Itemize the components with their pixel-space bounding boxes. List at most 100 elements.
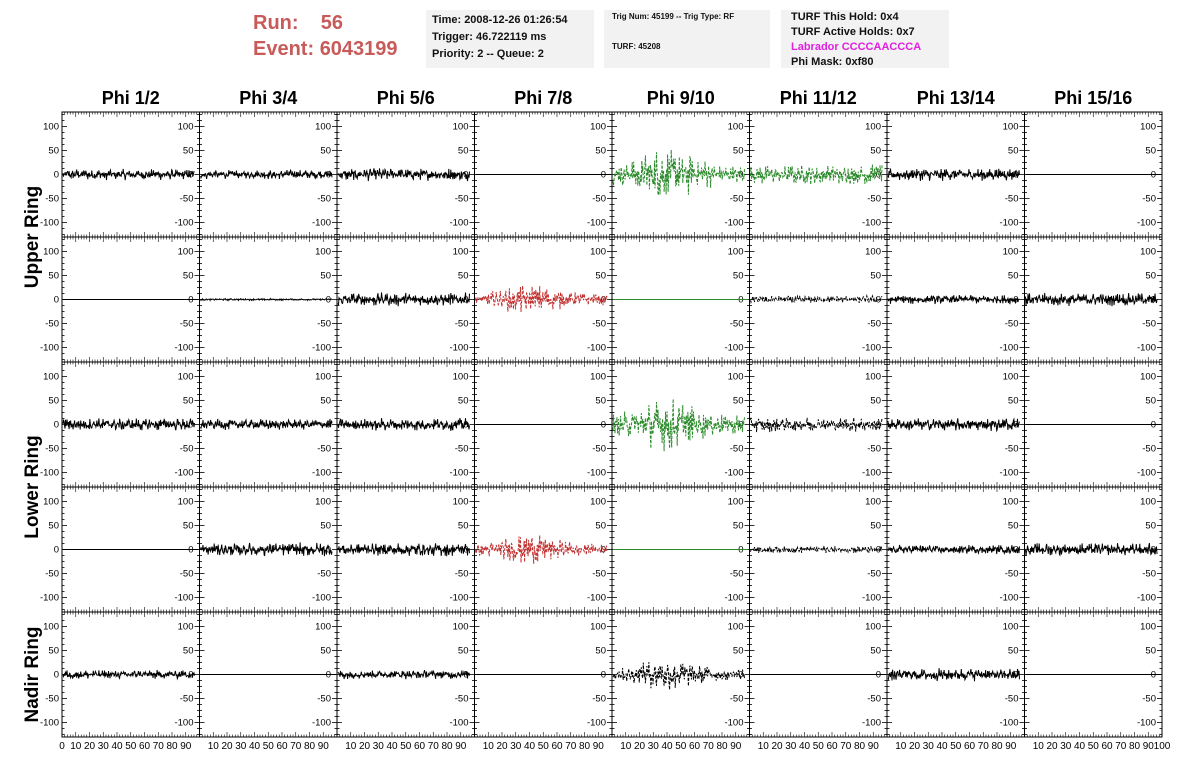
y-tick-label: -100 — [312, 468, 331, 479]
column-title-5: Phi 9/10 — [647, 88, 715, 108]
waveform-r4-c3 — [337, 543, 470, 557]
y-tick-label: 100 — [590, 246, 606, 257]
y-tick-label: 0 — [54, 295, 59, 306]
y-tick-label: 100 — [178, 246, 194, 257]
y-tick-label: 50 — [733, 270, 744, 281]
y-tick-label: 50 — [595, 270, 606, 281]
turf-id: TURF: 45208 — [612, 42, 661, 51]
y-tick-label: 50 — [595, 520, 606, 531]
y-tick-label: 100 — [178, 496, 194, 507]
waveform-r4-c2 — [200, 542, 333, 557]
run-row: Run: 56 — [253, 10, 398, 36]
run-label: Run: — [253, 12, 299, 34]
y-tick-label: 50 — [1145, 520, 1156, 531]
y-tick-label: 50 — [48, 395, 59, 406]
y-tick-label: -100 — [40, 593, 59, 604]
y-tick-label: 0 — [54, 545, 59, 556]
y-tick-label: 100 — [865, 371, 881, 382]
y-tick-label: -100 — [312, 218, 331, 229]
y-tick-label: 100 — [1140, 496, 1156, 507]
waveform-r3-c6 — [750, 417, 883, 433]
waveform-r4-c8 — [1025, 542, 1158, 557]
y-tick-label: -50 — [180, 444, 194, 455]
y-tick-label: 100 — [728, 121, 744, 132]
y-tick-label: -50 — [592, 319, 606, 330]
y-tick-label: -100 — [449, 218, 468, 229]
y-tick-label: -100 — [862, 218, 881, 229]
waveform-r1-c5 — [612, 149, 745, 196]
y-tick-label: 100 — [178, 621, 194, 632]
y-tick-label: -100 — [40, 218, 59, 229]
y-tick-label: -100 — [1137, 218, 1156, 229]
y-tick-label: 50 — [320, 145, 331, 156]
y-tick-label: -50 — [730, 569, 744, 580]
waveform-r1-c2 — [200, 168, 333, 180]
y-tick-label: 100 — [1140, 371, 1156, 382]
turf-active-holds: TURF Active Holds: 0x7 — [791, 26, 915, 38]
waveform-r2-c2 — [200, 297, 333, 302]
y-tick-label: -100 — [174, 218, 193, 229]
y-tick-label: 100 — [43, 496, 59, 507]
column-title-4: Phi 7/8 — [514, 88, 572, 108]
y-tick-label: 100 — [1003, 121, 1019, 132]
time-info-box: Time: 2008-12-26 01:26:54 Trigger: 46.72… — [426, 10, 594, 68]
column-title-6: Phi 11/12 — [780, 88, 857, 108]
y-tick-label: 50 — [1145, 145, 1156, 156]
y-tick-label: -100 — [999, 343, 1018, 354]
y-tick-label: 50 — [320, 395, 331, 406]
y-tick-label: -50 — [180, 319, 194, 330]
y-tick-label: -50 — [317, 569, 331, 580]
y-tick-label: 50 — [458, 270, 469, 281]
waveform-r3-c7 — [887, 417, 1020, 433]
y-tick-label: 100 — [453, 496, 469, 507]
y-tick-label: 100 — [43, 371, 59, 382]
y-tick-label: 0 — [54, 170, 59, 181]
y-tick-label: 0 — [1013, 170, 1018, 181]
y-tick-label: 50 — [458, 395, 469, 406]
y-tick-label: -100 — [587, 218, 606, 229]
y-tick-label: -50 — [45, 694, 59, 705]
waveform-r3-c1 — [62, 417, 195, 432]
y-tick-label: -50 — [45, 569, 59, 580]
ring-label-1: Upper Ring — [22, 186, 43, 288]
y-tick-label: -50 — [455, 444, 469, 455]
y-tick-label: -50 — [1005, 444, 1019, 455]
y-tick-label: 50 — [1145, 270, 1156, 281]
waveform-r1-c1 — [62, 168, 195, 181]
y-tick-label: -100 — [587, 593, 606, 604]
y-tick-label: 100 — [1003, 496, 1019, 507]
y-tick-label: -100 — [587, 468, 606, 479]
y-tick-label: -50 — [1142, 194, 1156, 205]
y-tick-label: 100 — [865, 121, 881, 132]
y-tick-label: 50 — [870, 145, 881, 156]
y-tick-label: -50 — [180, 569, 194, 580]
labrador-status: Labrador CCCCAACCCA — [791, 41, 922, 53]
y-tick-label: -50 — [1142, 444, 1156, 455]
y-tick-label: 0 — [601, 545, 606, 556]
y-tick-label: -100 — [40, 343, 59, 354]
y-tick-label: 100 — [43, 121, 59, 132]
y-tick-label: 50 — [48, 645, 59, 656]
y-tick-label: -100 — [862, 468, 881, 479]
y-tick-label: 50 — [48, 270, 59, 281]
y-tick-label: 100 — [728, 246, 744, 257]
y-tick-label: 50 — [183, 270, 194, 281]
turf-this-hold: TURF This Hold: 0x4 — [791, 11, 899, 23]
y-tick-label: 100 — [315, 121, 331, 132]
y-tick-label: 50 — [870, 520, 881, 531]
y-tick-label: 100 — [315, 246, 331, 257]
phi-mask: Phi Mask: 0xf80 — [791, 56, 874, 68]
waveform-r3-c3 — [337, 417, 470, 431]
y-tick-label: -100 — [40, 718, 59, 729]
waveform-r2-c7 — [887, 294, 1020, 305]
column-title-1: Phi 1/2 — [102, 88, 160, 108]
y-tick-label: 100 — [590, 121, 606, 132]
y-tick-label: 100 — [315, 371, 331, 382]
y-tick-label: -50 — [1142, 569, 1156, 580]
y-tick-label: 50 — [183, 145, 194, 156]
y-tick-label: 0 — [54, 420, 59, 431]
y-tick-label: 50 — [595, 395, 606, 406]
y-tick-label: -50 — [45, 319, 59, 330]
y-tick-label: -50 — [592, 569, 606, 580]
y-tick-label: -50 — [180, 194, 194, 205]
